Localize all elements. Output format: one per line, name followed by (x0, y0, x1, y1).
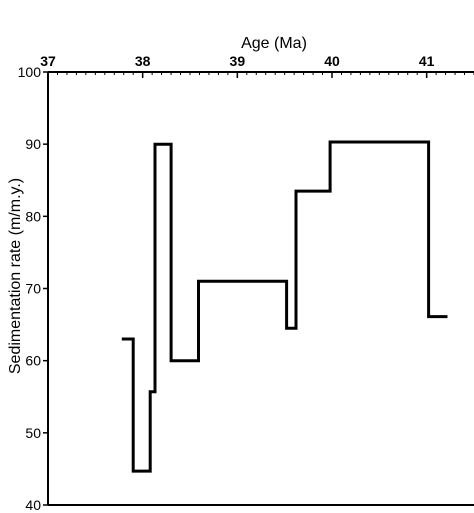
x-tick-label: 38 (135, 53, 151, 69)
y-tick-label: 50 (25, 425, 41, 441)
plot-frame (47, 71, 474, 506)
y-axis-title: Sedimentation rate (m/m.y.) (7, 178, 24, 374)
series-layer (121, 140, 448, 473)
y-tick-label: 80 (25, 208, 41, 224)
x-tick-label: 37 (40, 53, 56, 69)
y-tick-label: 40 (25, 497, 41, 513)
y-tick-label: 70 (25, 281, 41, 297)
x-tick-label: 41 (419, 53, 435, 69)
x-tick-label: 39 (230, 53, 246, 69)
x-axis-ticks: 37 38 39 40 41 (40, 53, 474, 78)
x-tick-label: 40 (324, 53, 340, 69)
sedimentation-rate-step-line (121, 140, 448, 473)
y-tick-label: 60 (25, 353, 41, 369)
y-axis-ticks: 40 50 60 70 80 90 100 (18, 64, 48, 513)
y-tick-label: 100 (18, 64, 42, 80)
y-tick-label: 90 (25, 136, 41, 152)
x-axis-title: Age (Ma) (241, 35, 307, 52)
